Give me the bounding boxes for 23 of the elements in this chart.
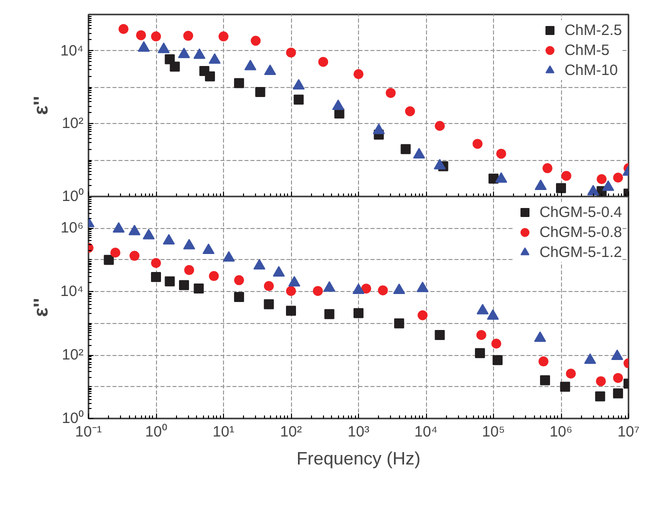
y-axis-title: ε'' — [30, 96, 52, 115]
y-axis-title: ε'' — [30, 298, 52, 317]
x-tick-label: 10⁴ — [414, 424, 438, 440]
legend-label: ChM-10 — [564, 62, 618, 78]
y-tick-label: 10⁶ — [60, 220, 84, 237]
y-tick-label: 10⁰ — [62, 188, 84, 205]
y-tick-label: 10⁴ — [60, 283, 84, 300]
legend-label: ChGM-5-1.2 — [539, 244, 622, 260]
legend-label: ChM-2.5 — [564, 22, 622, 38]
x-tick-label: 10¹ — [212, 424, 234, 440]
x-axis-title: Frequency (Hz) — [296, 448, 421, 468]
y-tick-label: 10⁴ — [60, 42, 84, 60]
x-tick-label: 10⁶ — [550, 424, 572, 440]
x-tick-label: 10² — [280, 424, 302, 440]
x-tick-label: 10³ — [348, 424, 370, 440]
x-tick-label: 10⁰ — [145, 424, 167, 440]
legend-label: ChGM-5-0.8 — [539, 224, 622, 240]
y-tick-label: 10² — [62, 115, 84, 132]
legend-label: ChGM-5-0.4 — [539, 204, 622, 220]
legend-label: ChM-5 — [564, 42, 610, 58]
y-tick-label: 10² — [62, 346, 84, 364]
x-tick-label: 10⁷ — [617, 424, 640, 440]
x-tick-label: 10⁵ — [482, 424, 505, 440]
